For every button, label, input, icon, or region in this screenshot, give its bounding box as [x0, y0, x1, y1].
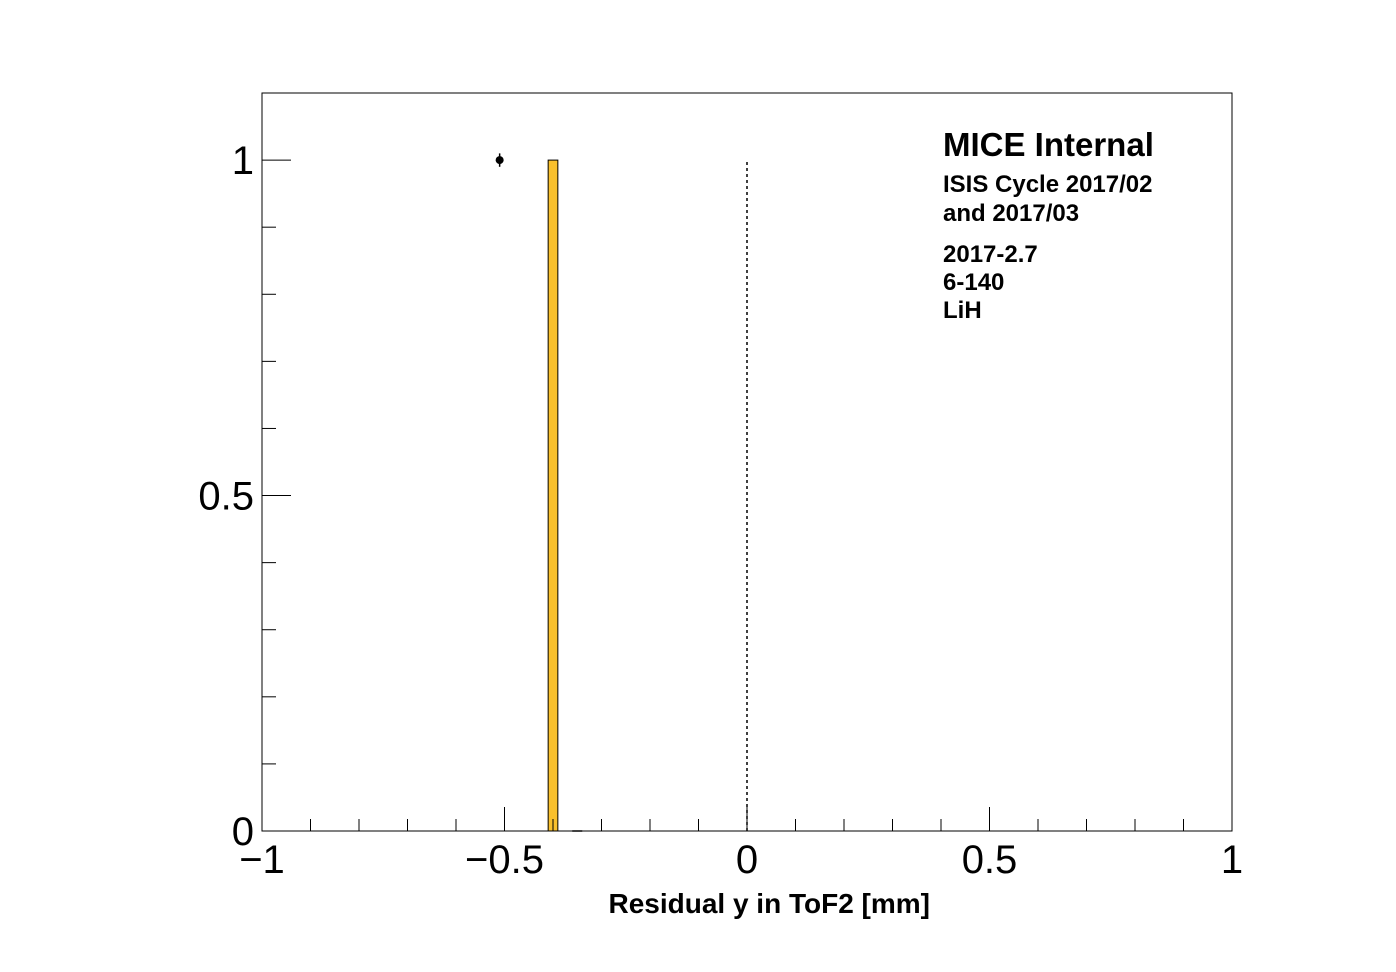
- x-axis-title: Residual y in ToF2 [mm]: [608, 888, 930, 919]
- annotation-and-cycle: and 2017/03: [943, 200, 1079, 227]
- histogram-bar-0: [547, 159, 559, 832]
- x-tick-label: 1: [1221, 838, 1243, 882]
- x-tick-label: −0.5: [465, 838, 544, 882]
- y-tick-label: 0.5: [198, 475, 254, 519]
- y-tick-label: 1: [232, 139, 254, 183]
- x-tick-label: 0.5: [962, 838, 1018, 882]
- annotation-dataset: 2017-2.7: [943, 241, 1038, 268]
- axes: −1 −0.5 0 0.5 1 0 0.5 1: [198, 139, 1243, 882]
- annotation-absorber: LiH: [943, 297, 982, 324]
- chart-marks: [495, 153, 748, 832]
- y-tick-label: 0: [232, 810, 254, 854]
- data-point-0: [495, 156, 504, 165]
- annotation-mice-internal: MICE Internal: [943, 126, 1154, 163]
- annotation-setting: 6-140: [943, 269, 1004, 296]
- x-tick-label: −1: [239, 838, 285, 882]
- annotation-isis-cycle: ISIS Cycle 2017/02: [943, 171, 1152, 198]
- annotation-block: MICE Internal ISIS Cycle 2017/02 and 201…: [943, 126, 1154, 324]
- x-tick-label: 0: [736, 838, 758, 882]
